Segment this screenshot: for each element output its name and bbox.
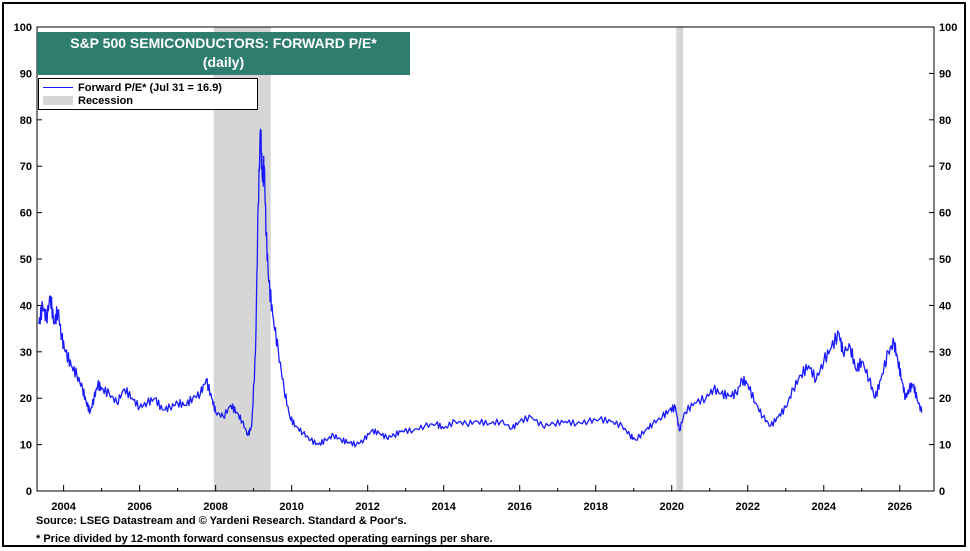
y-tick-label-left: 90 bbox=[20, 68, 32, 80]
series-line-forward-pe bbox=[38, 128, 923, 448]
recession-band bbox=[676, 27, 684, 491]
legend-line-swatch bbox=[43, 87, 73, 88]
y-tick-label-right: 20 bbox=[939, 393, 951, 405]
y-tick-label-right: 60 bbox=[939, 208, 951, 220]
y-tick-label-right: 10 bbox=[939, 440, 951, 452]
chart-title: S&P 500 SEMICONDUCTORS: FORWARD P/E* bbox=[70, 35, 377, 51]
legend-series-label: Forward P/E* (Jul 31 = 16.9) bbox=[78, 81, 222, 94]
source-line: Source: LSEG Datastream and © Yardeni Re… bbox=[36, 515, 407, 527]
y-tick-label-left: 40 bbox=[20, 300, 32, 312]
y-tick-label-left: 100 bbox=[14, 22, 32, 34]
x-tick-label: 2008 bbox=[203, 501, 227, 513]
x-tick-label: 2016 bbox=[507, 501, 531, 513]
legend-item-recession: Recession bbox=[43, 94, 133, 107]
y-tick-label-left: 80 bbox=[20, 115, 32, 127]
x-tick-label: 2004 bbox=[51, 501, 76, 513]
x-tick-label: 2018 bbox=[583, 501, 607, 513]
x-tick-label: 2014 bbox=[431, 501, 456, 513]
legend-recession-label: Recession bbox=[78, 94, 134, 107]
y-tick-label-left: 10 bbox=[20, 440, 32, 452]
y-tick-label-left: 50 bbox=[20, 254, 32, 266]
chart-subtitle: (daily) bbox=[202, 54, 245, 70]
x-tick-label: 2006 bbox=[127, 501, 151, 513]
chart-title-box: S&P 500 SEMICONDUCTORS: FORWARD P/E* (da… bbox=[37, 32, 410, 75]
legend-recession-swatch bbox=[43, 96, 73, 105]
y-tick-label-left: 20 bbox=[20, 393, 32, 405]
footnote: * Price divided by 12-month forward cons… bbox=[36, 533, 493, 545]
x-tick-label: 2012 bbox=[355, 501, 379, 513]
y-tick-label-right: 70 bbox=[939, 161, 951, 173]
x-tick-label: 2024 bbox=[812, 501, 837, 513]
x-tick-label: 2010 bbox=[279, 501, 303, 513]
y-tick-label-right: 50 bbox=[939, 254, 951, 266]
y-tick-label-left: 0 bbox=[26, 486, 32, 498]
y-tick-label-left: 60 bbox=[20, 208, 32, 220]
legend-item-series: Forward P/E* (Jul 31 = 16.9) bbox=[43, 81, 222, 94]
legend: Forward P/E* (Jul 31 = 16.9) Recession bbox=[38, 78, 258, 110]
y-tick-label-left: 30 bbox=[20, 347, 32, 359]
y-tick-label-right: 90 bbox=[939, 68, 951, 80]
y-tick-label-right: 100 bbox=[939, 22, 957, 34]
x-tick-label: 2026 bbox=[888, 501, 912, 513]
y-tick-label-left: 70 bbox=[20, 161, 32, 173]
y-tick-label-right: 40 bbox=[939, 300, 951, 312]
x-tick-label: 2020 bbox=[659, 501, 683, 513]
y-tick-label-right: 30 bbox=[939, 347, 951, 359]
y-tick-label-right: 80 bbox=[939, 115, 951, 127]
y-tick-label-right: 0 bbox=[939, 486, 945, 498]
x-tick-label: 2022 bbox=[736, 501, 760, 513]
